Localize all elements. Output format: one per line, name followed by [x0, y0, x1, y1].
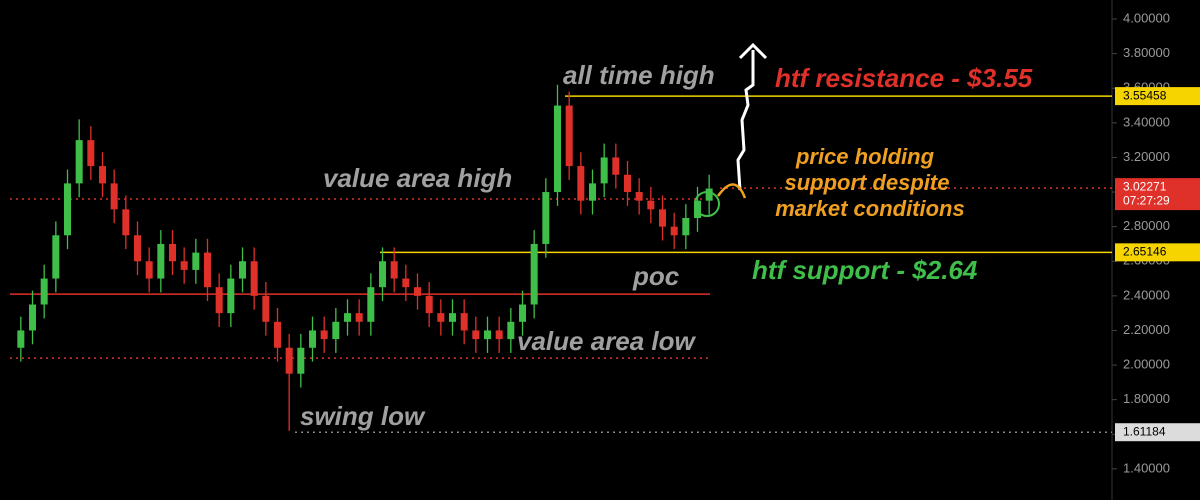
candle-body	[589, 183, 596, 201]
candle-body	[40, 278, 48, 305]
candle-body	[612, 157, 620, 175]
candle-body	[425, 295, 433, 314]
annotation: poc	[632, 261, 680, 291]
price-tag-label: 2.65146	[1123, 245, 1167, 259]
price-tag-label: 3.02271	[1123, 179, 1167, 193]
candle-body	[75, 140, 83, 184]
countdown: 07:27:29	[1123, 193, 1170, 207]
candle-body	[227, 278, 235, 314]
bounce-arrow	[716, 183, 747, 199]
candle-body	[180, 261, 188, 270]
candle-body	[99, 166, 106, 184]
price-tag-label: 3.55458	[1123, 88, 1167, 102]
candle-body	[262, 295, 270, 322]
candle-body	[390, 261, 398, 279]
candle-body	[309, 330, 316, 348]
candle-body	[449, 313, 456, 322]
candle-body	[624, 174, 631, 193]
candle-body	[87, 140, 95, 167]
annotation: price holding	[795, 144, 935, 169]
candle-body	[344, 313, 351, 322]
candle-body	[437, 313, 445, 322]
annotation: swing low	[300, 401, 426, 431]
candle-body	[192, 252, 200, 270]
price-tag	[1115, 178, 1200, 211]
candle-body	[122, 209, 130, 236]
candle-body	[705, 188, 713, 201]
candle-body	[379, 261, 386, 288]
y-tick-label: 1.80000	[1123, 391, 1170, 406]
y-tick-label: 3.20000	[1123, 149, 1170, 164]
candle-body	[169, 243, 176, 262]
candle-body	[484, 330, 491, 340]
candle-body	[17, 330, 25, 348]
candle-body	[635, 192, 643, 201]
candle-body	[577, 166, 585, 201]
candle-body	[64, 183, 71, 236]
support-circle	[694, 191, 720, 217]
candle-body	[274, 321, 281, 348]
candle-body	[507, 321, 515, 340]
price-tag	[1115, 423, 1200, 442]
annotation: htf resistance - $3.55	[775, 63, 1033, 93]
candle-body	[52, 235, 60, 279]
y-tick-label: 3.80000	[1123, 45, 1170, 60]
y-tick-label: 1.40000	[1123, 460, 1170, 475]
candle-body	[600, 157, 608, 184]
price-tag	[1115, 87, 1200, 106]
candle-body	[157, 243, 165, 279]
candle-body	[239, 261, 246, 279]
annotation: value area high	[323, 163, 512, 193]
annotation: support despite	[784, 170, 949, 195]
candle-body	[647, 200, 655, 210]
arrow-head	[738, 42, 768, 60]
candle-body	[367, 287, 375, 322]
projection-arrow	[736, 50, 755, 191]
candle-body	[472, 330, 480, 340]
candle-body	[285, 347, 293, 374]
price-tag	[1115, 243, 1200, 262]
candle-body	[659, 209, 666, 227]
y-tick-label: 2.40000	[1123, 287, 1170, 302]
candle-body	[145, 261, 153, 279]
candle-body	[402, 278, 410, 288]
y-tick-label: 2.80000	[1123, 218, 1170, 233]
candle-body	[297, 347, 305, 374]
annotation: htf support - $2.64	[752, 255, 978, 285]
candle-body	[414, 287, 421, 296]
price-tag-label: 1.61184	[1123, 424, 1166, 438]
candle-body	[215, 287, 223, 314]
candle-body	[320, 330, 328, 340]
candle-body	[682, 217, 690, 236]
y-tick-label: 4.00000	[1123, 10, 1170, 25]
candle-body	[542, 192, 550, 244]
candle-body	[530, 243, 538, 305]
candle-body	[204, 252, 211, 288]
candle-body	[250, 261, 258, 296]
candle-body	[554, 105, 561, 193]
candle-body	[355, 313, 363, 322]
candle-body	[134, 235, 141, 262]
candle-body	[460, 313, 468, 331]
candle-body	[29, 304, 36, 331]
candle-body	[495, 330, 503, 340]
annotation: all time high	[563, 60, 715, 90]
candle-body	[565, 105, 573, 167]
candle-body	[110, 183, 118, 210]
candle-body	[694, 200, 701, 218]
y-tick-label: 3.40000	[1123, 114, 1170, 129]
y-tick-label: 2.00000	[1123, 356, 1170, 371]
annotation: value area low	[517, 326, 697, 356]
candle-body	[670, 226, 678, 236]
candle-body	[519, 304, 526, 322]
annotation: market conditions	[775, 196, 964, 221]
candle-body	[332, 321, 340, 340]
y-tick-label: 2.20000	[1123, 322, 1170, 337]
